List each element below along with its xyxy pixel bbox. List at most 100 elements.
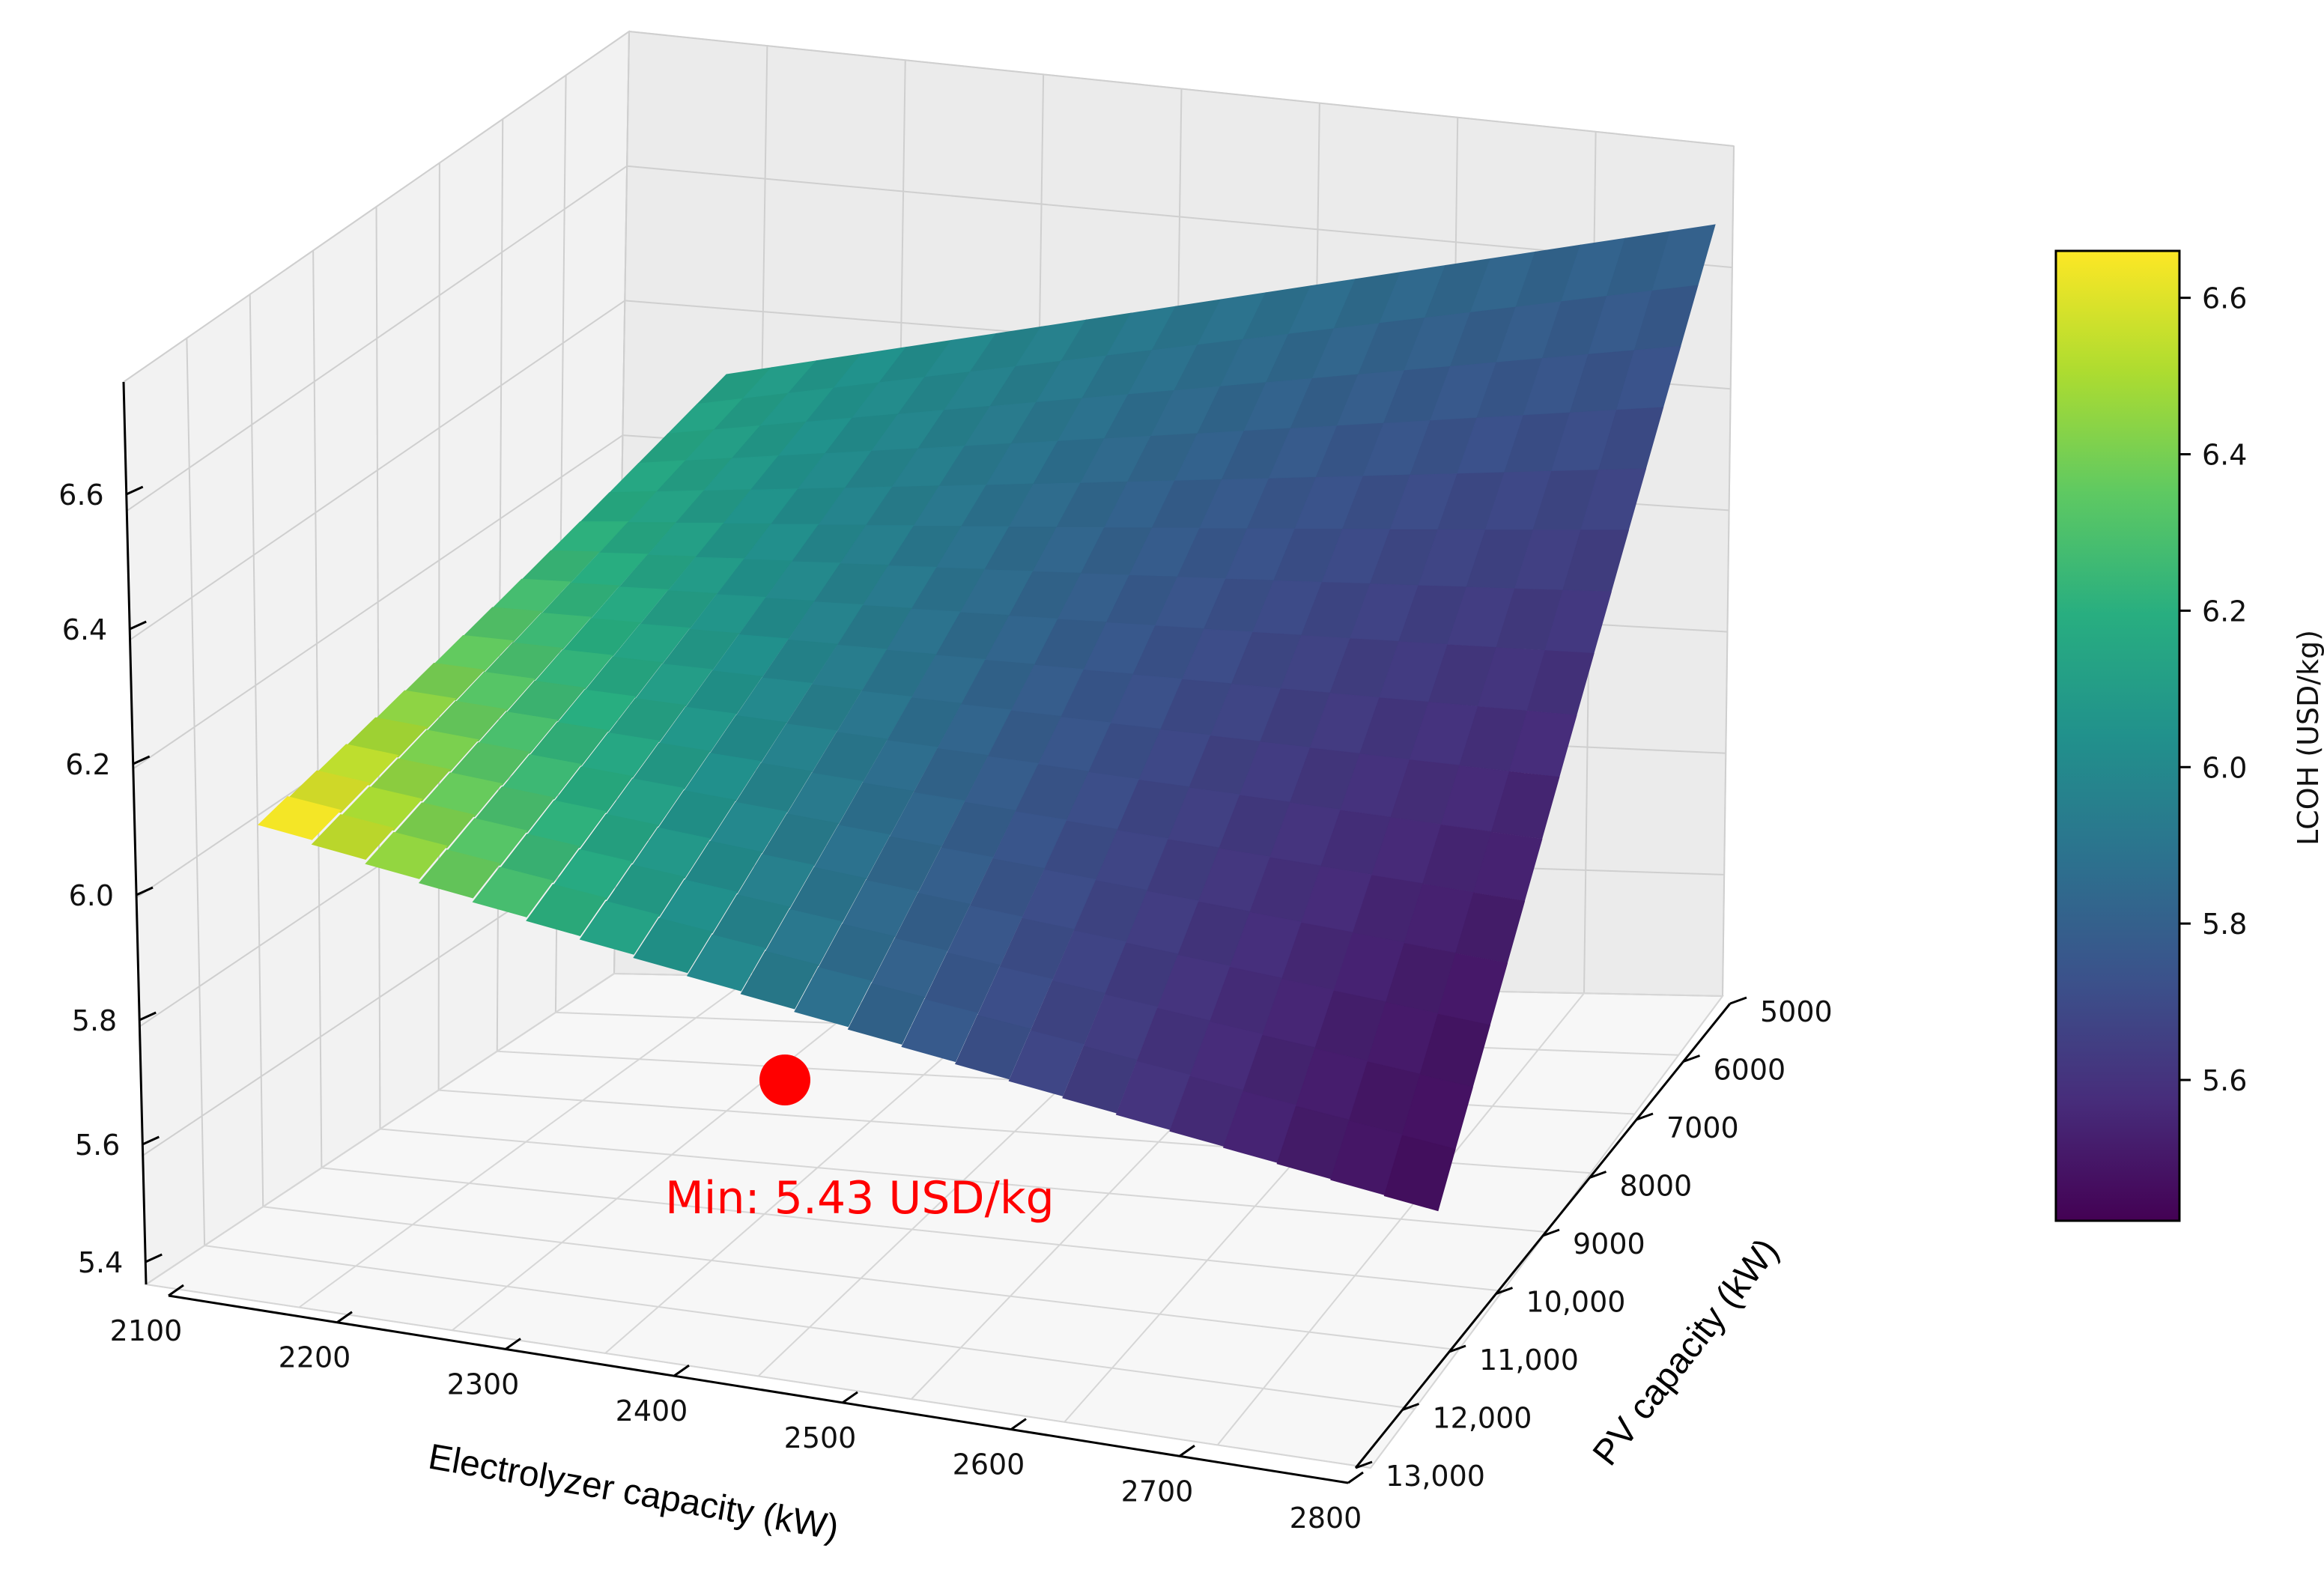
surface-facet — [1562, 529, 1630, 592]
surface-facet — [1169, 1075, 1244, 1147]
surface-facet — [590, 586, 669, 624]
y-tick-label: 13,000 — [1386, 1460, 1485, 1493]
z-ticks: 5.4 5.6 5.8 6.0 6.2 6.4 6.6 — [58, 479, 163, 1279]
z-tick-label: 6.6 — [58, 479, 103, 512]
surface-facet — [499, 834, 580, 883]
surface-facet — [541, 582, 620, 619]
y-tick-label: 7000 — [1666, 1111, 1739, 1144]
surface-facet — [392, 802, 476, 849]
surface-facet — [1437, 953, 1508, 1025]
surface-facet — [368, 758, 451, 802]
surface-facet — [425, 700, 508, 742]
surface-facet — [491, 578, 571, 613]
x-tick-label: 2700 — [1121, 1475, 1194, 1508]
x-tick-label: 2600 — [953, 1448, 1025, 1481]
surface-facet — [483, 642, 564, 681]
surface-facet — [1383, 1135, 1456, 1212]
surface-facet — [634, 664, 713, 707]
surface-facet — [1062, 1046, 1138, 1114]
surface-facet — [1580, 468, 1647, 530]
surface-facet — [365, 831, 448, 879]
surface-facet — [533, 649, 613, 690]
colorbar-tick-label: 6.6 — [2202, 282, 2247, 315]
y-tick-label: 8000 — [1620, 1170, 1693, 1203]
surface-facet — [529, 722, 610, 766]
colorbar-tick-label: 6.0 — [2202, 751, 2247, 784]
z-tick-label: 6.4 — [62, 613, 107, 646]
y-tick-label: 10,000 — [1526, 1286, 1626, 1319]
surface-facet — [631, 742, 711, 790]
surface-facet — [316, 744, 399, 786]
surface-facet — [345, 717, 428, 758]
colorbar-tick-label: 5.6 — [2202, 1064, 2247, 1097]
colorbar-gradient — [2054, 249, 2181, 1222]
surface-facet — [618, 554, 697, 591]
surface-facet — [709, 801, 788, 854]
colorbar-tick-label: 6.2 — [2202, 595, 2247, 628]
surface-facet — [553, 766, 634, 813]
y-axis-label: PV capacity (kW) — [1586, 1231, 1786, 1473]
colorbar-tick-label: 6.4 — [2202, 439, 2247, 472]
surface-facet — [477, 711, 559, 754]
surface-facet — [556, 689, 637, 732]
surface-facet — [1008, 1030, 1084, 1096]
surface-facet — [258, 796, 342, 840]
surface-facet — [501, 754, 582, 800]
surface-facet — [612, 623, 691, 664]
surface-facet — [955, 1015, 1031, 1080]
surface-facet — [683, 753, 762, 801]
surface-facet — [605, 778, 685, 827]
minimum-marker — [759, 1054, 810, 1105]
surface-facet — [521, 550, 601, 583]
surface-facet — [455, 671, 536, 711]
y-tick-label: 6000 — [1714, 1054, 1786, 1087]
surface-facet — [374, 690, 457, 729]
x-tick-label: 2200 — [279, 1341, 351, 1374]
surface-facet — [1473, 831, 1543, 901]
surface-facet — [512, 612, 592, 650]
surface-facet — [421, 772, 503, 818]
z-tick-label: 5.6 — [75, 1129, 120, 1162]
surface-facet — [404, 662, 485, 701]
y-tick-label: 9000 — [1573, 1227, 1645, 1260]
surface-facet — [1455, 892, 1526, 963]
surface-facet — [1419, 1013, 1491, 1087]
surface-facet — [433, 634, 515, 672]
surface-facet — [580, 732, 661, 778]
x-tick-label: 2100 — [110, 1314, 183, 1347]
x-axis-label: Electrolyzer capacity (kW) — [425, 1437, 842, 1549]
surface-facet — [506, 680, 586, 722]
surface-facet — [631, 827, 711, 879]
colorbar-ticks: 5.6 5.8 6.0 6.2 6.4 6.6 — [2179, 282, 2247, 1097]
x-tick-label: 2800 — [1290, 1502, 1362, 1535]
surface-facet — [1508, 710, 1577, 777]
surface-facet — [446, 818, 528, 866]
surface-facet — [526, 800, 607, 849]
surface-facet — [684, 840, 763, 893]
surface-facet — [847, 983, 926, 1045]
surface-facet — [584, 656, 664, 698]
surface-facet — [449, 741, 531, 786]
surface-facet — [686, 934, 766, 992]
surface-facet — [569, 552, 649, 587]
surface-facet — [1544, 589, 1612, 654]
surface-facet — [765, 908, 843, 967]
surface-facet — [712, 894, 791, 950]
colorbar-label: LCOH (USD/kg) — [2292, 630, 2324, 846]
colorbar-tick-label: 5.8 — [2202, 908, 2247, 941]
surface-facet — [1222, 1090, 1297, 1163]
surface-facet — [462, 607, 543, 643]
surface-facet — [605, 864, 685, 917]
surface-facet — [552, 849, 633, 900]
y-tick-label: 12,000 — [1433, 1402, 1532, 1435]
y-ticks: 5000 6000 7000 8000 9000 10,000 11,000 12,000 13… — [1355, 995, 1833, 1493]
surface-facet — [472, 867, 554, 917]
z-tick-label: 6.2 — [65, 748, 110, 781]
surface-facet — [740, 950, 819, 1010]
surface-facet — [901, 999, 979, 1063]
surface-facet — [311, 814, 395, 860]
surface-facet — [1490, 771, 1560, 840]
surface-facet — [657, 790, 736, 840]
z-tick-label: 5.8 — [72, 1004, 117, 1037]
